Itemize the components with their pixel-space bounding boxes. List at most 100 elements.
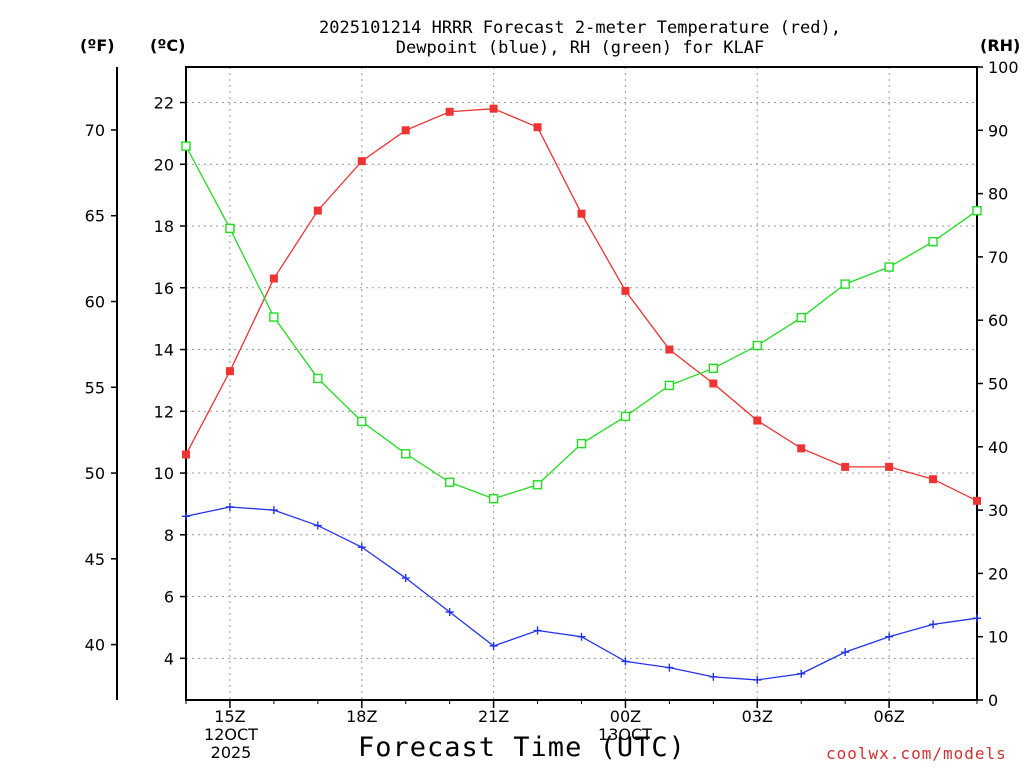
grid-lines [186, 67, 977, 700]
point-temperature-16 [885, 462, 894, 471]
rh-tick-label-0: 0 [988, 691, 998, 710]
date-label-12oct: 12OCT 2025 [191, 726, 271, 762]
f-tick-label-60: 60 [85, 293, 105, 312]
x-tick-label-15Z: 15Z [214, 707, 245, 726]
rh-tick-label-50: 50 [988, 375, 1008, 394]
f-tick-label-40: 40 [85, 636, 105, 655]
point-dewpoint-7 [489, 641, 498, 650]
point-rh-15 [840, 279, 850, 289]
point-dewpoint-18 [973, 614, 981, 623]
point-rh-1 [225, 223, 235, 234]
point-dewpoint-11 [665, 663, 674, 672]
c-tick-label-16: 16 [154, 279, 174, 298]
point-temperature-5 [401, 126, 410, 135]
point-dewpoint-16 [885, 632, 894, 641]
c-tick-label-14: 14 [154, 341, 174, 360]
f-tick-label-65: 65 [85, 207, 105, 226]
point-rh-10 [620, 411, 631, 422]
c-tick-label-4: 4 [164, 649, 174, 668]
point-rh-14 [796, 312, 806, 323]
series-rh [181, 141, 982, 504]
rh-tick-label-90: 90 [988, 121, 1008, 140]
f-tick-label-70: 70 [85, 121, 105, 140]
point-rh-3 [313, 373, 323, 384]
x-tick-label-00Z: 00Z [610, 707, 641, 726]
rh-tick-label-80: 80 [988, 185, 1008, 204]
point-temperature-14 [797, 444, 806, 453]
point-dewpoint-10 [621, 657, 630, 666]
c-tick-label-6: 6 [164, 588, 174, 607]
x-tick-label-18Z: 18Z [346, 707, 377, 726]
rh-tick-label-70: 70 [988, 248, 1008, 267]
series-dewpoint [182, 503, 981, 684]
point-dewpoint-3 [313, 521, 322, 530]
point-rh-9 [576, 438, 587, 449]
point-dewpoint-5 [401, 574, 410, 583]
date-label-13oct-day: 13OCT [598, 725, 652, 744]
point-dewpoint-15 [841, 648, 850, 657]
x-axis-title: Forecast Time (UTC) [358, 732, 686, 763]
point-dewpoint-1 [225, 503, 234, 512]
point-dewpoint-4 [357, 543, 366, 552]
point-dewpoint-0 [182, 512, 190, 521]
point-rh-8 [532, 480, 543, 490]
c-tick-label-12: 12 [154, 402, 174, 421]
rh-tick-label-20: 20 [988, 564, 1008, 583]
series-lines [181, 104, 982, 684]
chart-title-line2: Dewpoint (blue), RH (green) for KLAF [395, 38, 765, 58]
c-tick-label-8: 8 [164, 526, 174, 545]
point-dewpoint-9 [577, 632, 586, 641]
point-temperature-2 [269, 274, 278, 283]
series-line-dewpoint [185, 506, 978, 681]
point-dewpoint-2 [269, 506, 278, 515]
point-dewpoint-8 [533, 626, 542, 635]
point-temperature-12 [709, 379, 718, 388]
point-rh-0 [181, 141, 191, 151]
point-rh-4 [357, 416, 367, 427]
c-tick-label-18: 18 [154, 217, 174, 236]
point-temperature-8 [533, 123, 542, 132]
point-temperature-4 [357, 157, 366, 166]
point-dewpoint-13 [753, 675, 762, 684]
c-tick-label-10: 10 [154, 464, 174, 483]
axes: 4 6 8 10 12 14 16 18 20 22 40 45 50 55 60 65 70 0 10 20 30 40… [85, 58, 1019, 726]
rh-tick-label-30: 30 [988, 501, 1008, 520]
f-tick-label-55: 55 [85, 378, 105, 397]
chart-title-line1: 2025101214 HRRR Forecast 2-meter Tempera… [319, 18, 841, 38]
rh-tick-label-100: 100 [988, 58, 1019, 77]
plot-frame [185, 66, 978, 701]
celsius-unit-label: (ºC) [150, 36, 186, 55]
c-tick-label-22: 22 [154, 94, 174, 113]
rh-tick-label-60: 60 [988, 311, 1008, 330]
point-dewpoint-12 [709, 672, 718, 681]
point-rh-17 [928, 237, 938, 247]
x-tick-label-06Z: 06Z [873, 707, 904, 726]
point-rh-12 [708, 363, 719, 374]
point-rh-6 [444, 477, 455, 487]
point-dewpoint-17 [929, 620, 938, 629]
x-tick-label-21Z: 21Z [478, 707, 509, 726]
point-temperature-6 [445, 107, 454, 116]
date-label-12oct-day: 12OCT [204, 725, 258, 744]
point-rh-11 [664, 380, 675, 391]
point-temperature-13 [753, 416, 762, 425]
fahrenheit-unit-label: (ºF) [80, 36, 115, 55]
point-rh-7 [488, 494, 499, 504]
credit-link[interactable]: coolwx.com/models [826, 744, 1007, 763]
point-rh-13 [752, 340, 762, 351]
rh-tick-label-10: 10 [988, 628, 1008, 647]
point-dewpoint-14 [797, 669, 806, 678]
x-tick-label-03Z: 03Z [742, 707, 773, 726]
point-temperature-10 [621, 286, 630, 295]
f-tick-label-45: 45 [85, 550, 105, 569]
point-rh-2 [269, 312, 279, 322]
point-rh-18 [972, 205, 982, 216]
rh-tick-label-40: 40 [988, 438, 1008, 457]
point-temperature-18 [973, 496, 981, 505]
point-temperature-0 [182, 450, 190, 459]
date-label-13oct: 13OCT [585, 726, 665, 744]
point-temperature-11 [665, 345, 674, 354]
point-temperature-15 [841, 462, 850, 471]
point-rh-16 [884, 262, 894, 272]
